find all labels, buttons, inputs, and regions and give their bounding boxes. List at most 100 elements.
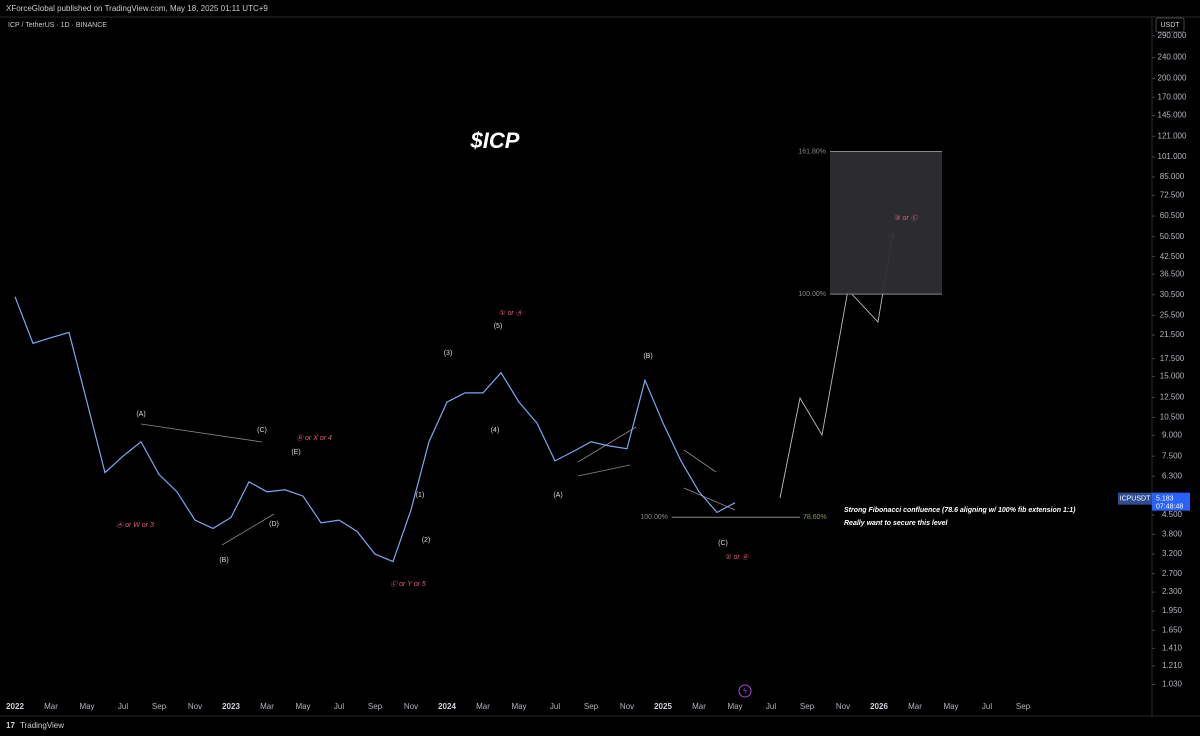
x-tick-label: Nov (404, 702, 418, 711)
x-tick-label: Mar (260, 702, 274, 711)
y-tick-label: 85.000 (1160, 172, 1185, 181)
x-tick-label: 2025 (654, 702, 672, 711)
brand-logo: 17 (6, 721, 15, 730)
x-tick-label: Mar (44, 702, 58, 711)
fib-label: 78.60% (803, 514, 827, 521)
x-tick-label: 2024 (438, 702, 456, 711)
note: Strong Fibonacci confluence (78.6 aligni… (844, 507, 1076, 514)
x-tick-label: Sep (368, 702, 383, 711)
wave-label: (3) (444, 350, 453, 357)
wave-label: (B) (643, 353, 652, 360)
x-tick-label: Jul (118, 702, 128, 711)
y-tick-label: 240.000 (1158, 53, 1187, 62)
y-tick-label: 290.000 (1158, 31, 1187, 40)
y-tick-label: 1.210 (1162, 661, 1183, 670)
y-tick-label: 42.500 (1160, 252, 1185, 261)
y-tick-label: 15.000 (1160, 372, 1185, 381)
y-tick-label: 60.500 (1160, 211, 1185, 220)
y-tick-label: 17.500 (1160, 354, 1185, 363)
wave-label: ③ or Ⓒ (894, 214, 918, 222)
y-tick-label: 50.500 (1160, 232, 1185, 241)
x-tick-label: May (511, 702, 526, 711)
wave-label: (A) (553, 492, 562, 499)
y-tick-label: 1.410 (1162, 643, 1183, 652)
y-tick-label: 72.500 (1160, 190, 1185, 199)
wave-label: (4) (491, 427, 500, 434)
wave-label: ① or Ⓐ (499, 309, 523, 317)
x-tick-label: Sep (1016, 702, 1031, 711)
x-tick-label: May (295, 702, 310, 711)
wave-label: (1) (416, 492, 425, 499)
y-tick-label: 12.500 (1160, 393, 1185, 402)
x-tick-label: Sep (584, 702, 599, 711)
wave-label: (5) (494, 323, 503, 330)
symbol: ICP / TetherUS · 1D · BINANCE (8, 22, 107, 29)
y-tick-label: 9.000 (1162, 430, 1183, 439)
y-tick-label: 2.700 (1162, 569, 1183, 578)
x-tick-label: Sep (152, 702, 167, 711)
x-tick-label: Jul (766, 702, 776, 711)
wave-label: Ⓒ or Y or 5 (390, 580, 426, 588)
y-tick-label: 3.800 (1162, 529, 1183, 538)
x-tick-label: May (727, 702, 742, 711)
x-tick-label: Jul (982, 702, 992, 711)
symbol-tag-label: ICPUSDT (1120, 495, 1151, 502)
y-tick-label: 1.950 (1162, 606, 1183, 615)
x-tick-label: Mar (692, 702, 706, 711)
y-tick-label: 1.650 (1162, 625, 1183, 634)
y-tick-label: 30.500 (1160, 290, 1185, 299)
wave-label: (B) (219, 557, 228, 564)
y-tick-label: 4.500 (1162, 510, 1183, 519)
chart-title: $ICP (470, 128, 520, 153)
y-tick-label: 7.500 (1162, 451, 1183, 460)
last-price-tag (1152, 492, 1190, 511)
x-tick-label: 2022 (6, 702, 24, 711)
y-tick-label: 2.300 (1162, 587, 1183, 596)
y-tick-label: 1.030 (1162, 680, 1183, 689)
x-tick-label: Mar (476, 702, 490, 711)
fib-box (830, 151, 942, 295)
x-tick-label: Jul (334, 702, 344, 711)
publisher: XForceGlobal published on TradingView.co… (6, 4, 268, 13)
wave-label: Ⓐ or W or 3 (116, 521, 154, 529)
x-tick-label: Sep (800, 702, 815, 711)
last-price: 5.183 (1156, 495, 1174, 502)
currency-box (1155, 17, 1185, 33)
wave-lines (140, 423, 736, 546)
x-tick-label: May (79, 702, 94, 711)
currency: USDT (1160, 22, 1180, 29)
fib-label: 100.00% (798, 291, 826, 298)
y-tick-label: 6.300 (1162, 471, 1183, 480)
note: Really want to secure this level (844, 520, 949, 527)
brand: TradingView (20, 721, 64, 730)
x-tick-label: Nov (188, 702, 202, 711)
projection-path (779, 231, 894, 499)
x-tick-label: 2026 (870, 702, 888, 711)
y-tick-label: 121.000 (1158, 131, 1187, 140)
y-tick-label: 101.000 (1158, 152, 1187, 161)
fib-label: 100.00% (640, 514, 668, 521)
y-tick-label: 145.000 (1158, 111, 1187, 120)
y-tick-label: 3.200 (1162, 549, 1183, 558)
x-tick-label: Mar (908, 702, 922, 711)
price-line (14, 296, 736, 563)
wave-label: (D) (269, 521, 279, 528)
wave-label: (C) (257, 427, 267, 434)
wave-label: Ⓑ or X or 4 (296, 434, 332, 442)
y-tick-label: 170.000 (1158, 92, 1187, 101)
fib-label: 161.80% (798, 148, 826, 155)
symbol-tag (1118, 492, 1152, 505)
wave-label: (C) (718, 540, 728, 547)
x-tick-label: 2023 (222, 702, 240, 711)
y-tick-label: 10.500 (1160, 413, 1185, 422)
countdown: 07:48:48 (1156, 503, 1183, 510)
x-tick-label: May (943, 702, 958, 711)
x-tick-label: Jul (550, 702, 560, 711)
y-tick-label: 36.500 (1160, 269, 1185, 278)
wave-label: (E) (291, 449, 300, 456)
wave-label: (2) (422, 537, 431, 544)
x-tick-label: Nov (620, 702, 634, 711)
wave-label: ② or Ⓑ (725, 553, 749, 561)
